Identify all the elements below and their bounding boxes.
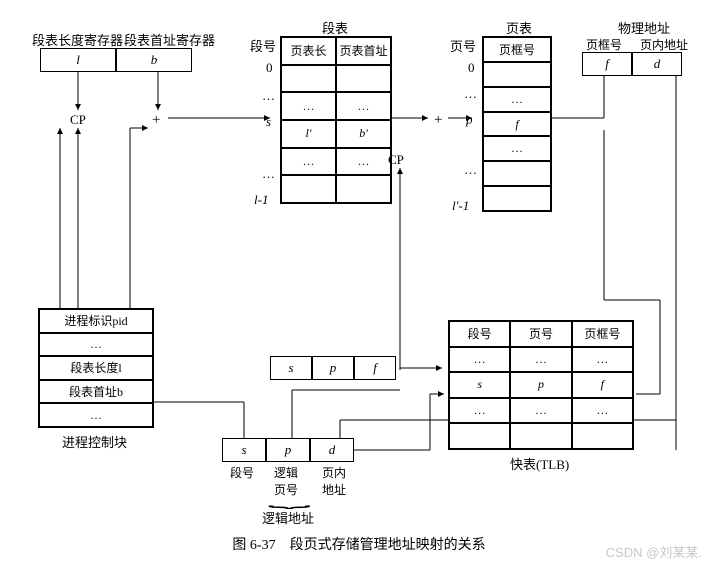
pcb-segbase: 段表首址b bbox=[39, 380, 153, 404]
tlb-e1 bbox=[449, 423, 510, 449]
phys-box: f d bbox=[582, 52, 682, 76]
tlb-d1a: … bbox=[449, 347, 510, 373]
pt-idx-d2: … bbox=[464, 162, 477, 178]
page-no-col: 页号 bbox=[450, 36, 476, 55]
la-seg-lbl: 段号 bbox=[230, 464, 254, 481]
phys-off-lbl: 页内地址 bbox=[640, 36, 688, 53]
seg-e2 bbox=[336, 175, 391, 203]
tlb-title: 快表(TLB) bbox=[510, 454, 569, 473]
pt-idx-0: 0 bbox=[468, 60, 475, 76]
la-d: d bbox=[310, 438, 354, 462]
seg-lprime: l' bbox=[281, 120, 336, 148]
tlb-h3: 页框号 bbox=[572, 321, 633, 347]
mt-p: p bbox=[312, 356, 354, 380]
seg-no-col: 段号 bbox=[250, 36, 276, 55]
seg-h1: 页表长 bbox=[281, 37, 336, 65]
watermark: CSDN @刘某某. bbox=[606, 542, 702, 561]
la-off-lbl: 页内 地址 bbox=[322, 464, 346, 498]
seg-idx-dots: … bbox=[262, 88, 275, 104]
seg-d2a: … bbox=[281, 148, 336, 176]
pt-idx-last: l'-1 bbox=[452, 198, 469, 214]
phys-d: d bbox=[632, 52, 682, 76]
phys-f: f bbox=[582, 52, 632, 76]
plus2-label: + bbox=[434, 112, 442, 129]
phys-frame-lbl: 页框号 bbox=[586, 36, 622, 53]
pt-d2: … bbox=[483, 136, 551, 161]
tlb-d2c: … bbox=[572, 398, 633, 424]
pcb-pid: 进程标识pid bbox=[39, 309, 153, 333]
seg-table: 页表长页表首址 …… l'b' …… bbox=[280, 36, 392, 204]
tlb-e3 bbox=[572, 423, 633, 449]
la-p: p bbox=[266, 438, 310, 462]
la-title: 逻辑地址 bbox=[262, 508, 314, 527]
cp-label: CP bbox=[70, 112, 86, 128]
seg-d1b: … bbox=[336, 92, 391, 120]
mt-f: f bbox=[354, 356, 396, 380]
pcb-title: 进程控制块 bbox=[62, 432, 127, 451]
mid-tuple: s p f bbox=[270, 356, 396, 380]
phys-title: 物理地址 bbox=[618, 18, 670, 37]
seg-r0a bbox=[281, 65, 336, 93]
plus-label: + bbox=[152, 112, 160, 129]
seg-idx-s: s bbox=[266, 114, 271, 130]
label-len-reg: 段表长度寄存器 bbox=[32, 30, 123, 49]
tlb-d1c: … bbox=[572, 347, 633, 373]
tlb-f: f bbox=[572, 372, 633, 398]
tlb-s: s bbox=[449, 372, 510, 398]
logical-addr: s p d bbox=[222, 438, 354, 462]
pt-idx-p: p bbox=[466, 112, 473, 128]
pcb-d2: … bbox=[39, 403, 153, 427]
seg-d1a: … bbox=[281, 92, 336, 120]
page-table-title: 页表 bbox=[506, 18, 532, 37]
reg-b-cell: b bbox=[116, 48, 192, 72]
pt-d1: … bbox=[483, 87, 551, 112]
seg-idx-0: 0 bbox=[266, 60, 273, 76]
la-s: s bbox=[222, 438, 266, 462]
tlb-d1b: … bbox=[510, 347, 571, 373]
tlb-d2a: … bbox=[449, 398, 510, 424]
seg-d2b: … bbox=[336, 148, 391, 176]
pt-e2 bbox=[483, 186, 551, 211]
label-base-reg: 段表首址寄存器 bbox=[124, 30, 215, 49]
page-table: 页框号 … f … bbox=[482, 36, 552, 212]
seg-idx-dots2: … bbox=[262, 166, 275, 182]
reg-l-cell: l bbox=[40, 48, 116, 72]
tlb-d2b: … bbox=[510, 398, 571, 424]
tlb-table: 段号 页号 页框号 … … … s p f … … … bbox=[448, 320, 634, 450]
tlb-p: p bbox=[510, 372, 571, 398]
brace-icon: ⏟ bbox=[268, 488, 311, 509]
pt-idx-d1: … bbox=[464, 86, 477, 102]
pcb-seglen: 段表长度l bbox=[39, 356, 153, 380]
pt-e1 bbox=[483, 161, 551, 186]
pcb-d1: … bbox=[39, 333, 153, 357]
seg-r0b bbox=[336, 65, 391, 93]
seg-bprime: b' bbox=[336, 120, 391, 148]
seg-e1 bbox=[281, 175, 336, 203]
pt-r0 bbox=[483, 62, 551, 87]
register-box: l b bbox=[40, 48, 192, 72]
seg-h2: 页表首址 bbox=[336, 37, 391, 65]
pt-f: f bbox=[483, 112, 551, 137]
tlb-h1: 段号 bbox=[449, 321, 510, 347]
tlb-h2: 页号 bbox=[510, 321, 571, 347]
pcb-table: 进程标识pid … 段表长度l 段表首址b … bbox=[38, 308, 154, 428]
pt-h: 页框号 bbox=[483, 37, 551, 62]
cp2-label: CP bbox=[388, 152, 404, 168]
tlb-e2 bbox=[510, 423, 571, 449]
mt-s: s bbox=[270, 356, 312, 380]
seg-idx-last: l-1 bbox=[254, 192, 268, 208]
seg-table-title: 段表 bbox=[322, 18, 348, 37]
